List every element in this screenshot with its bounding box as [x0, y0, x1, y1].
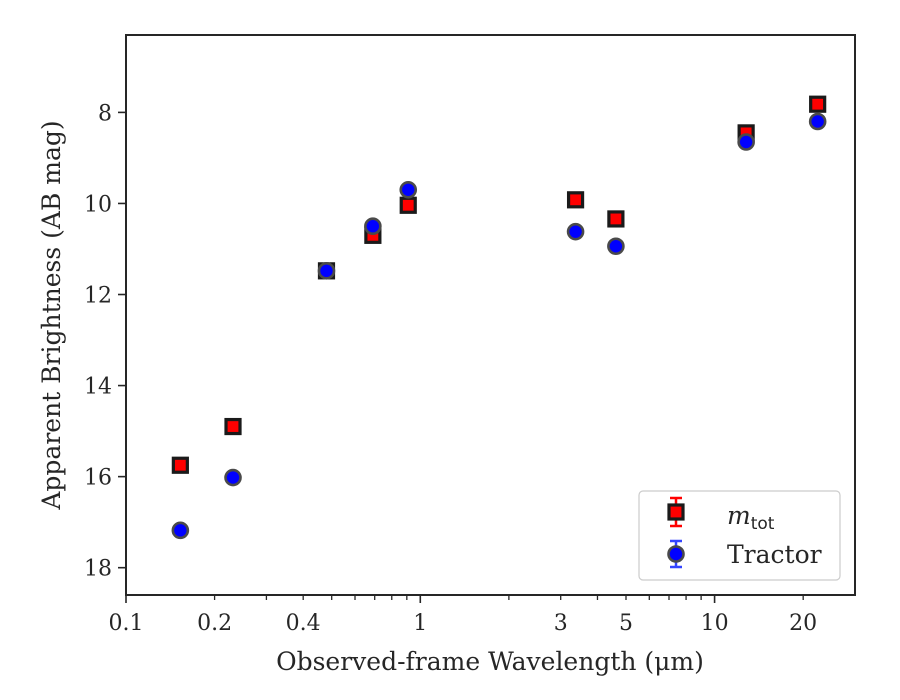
data-point-mtot: [809, 95, 827, 113]
data-point-tractor: [171, 521, 190, 540]
data-point-tractor: [364, 217, 382, 236]
ticks-layer: 0.1 0.2 0.4 1 3 5 10 20 8 10 12 14 16 18: [84, 101, 817, 636]
data-point-tractor: [399, 180, 418, 199]
x-tick-label: 3: [554, 611, 568, 636]
legend-symbol-tractor: [667, 545, 685, 563]
y-tick-label: 10: [84, 192, 112, 217]
x-tick-label: 10: [701, 611, 729, 636]
x-tick-label: 0.1: [109, 611, 144, 636]
legend-box: [638, 490, 841, 581]
legend-marker-mtot: [667, 496, 685, 528]
data-point-tractor: [607, 237, 625, 256]
y-tick-label: 18: [84, 557, 112, 582]
data-point-tractor: [224, 468, 242, 487]
y-tick-label: 14: [84, 375, 112, 400]
data-point-tractor: [737, 133, 755, 151]
y-tick-label: 8: [98, 101, 112, 126]
data-point-mtot: [224, 417, 242, 436]
x-axis-label: Observed-frame Wavelength (μm): [276, 647, 704, 676]
y-tick-label: 12: [84, 284, 112, 309]
legend-label-mtot-main: m: [727, 501, 751, 530]
x-tick-label: 5: [619, 611, 633, 636]
legend-symbol-mtot: [667, 503, 685, 521]
data-point-tractor: [566, 222, 585, 241]
legend-label-mtot-sub: tot: [751, 514, 775, 534]
x-tick-label: 0.4: [286, 611, 321, 636]
data-point-mtot: [566, 191, 585, 209]
x-tick-label: 20: [789, 611, 817, 636]
legend-label-tractor: Tractor: [727, 540, 822, 569]
data-point-mtot: [399, 196, 417, 214]
legend-marker-tractor: [667, 539, 685, 569]
data-point-mtot: [171, 456, 189, 474]
data-point-tractor: [317, 262, 336, 280]
data-point-tractor: [808, 112, 827, 131]
x-tick-label: 0.2: [197, 611, 232, 636]
x-tick-label: 1: [413, 611, 427, 636]
plot-frame: [125, 34, 856, 596]
legend: mtot Tractor: [638, 490, 841, 581]
y-axis-label: Apparent Brightness (AB mag): [37, 120, 66, 510]
markers-layer: [171, 95, 827, 540]
data-point-mtot: [607, 210, 625, 228]
y-tick-label: 16: [84, 466, 112, 491]
legend-label-mtot: mtot: [727, 501, 775, 534]
